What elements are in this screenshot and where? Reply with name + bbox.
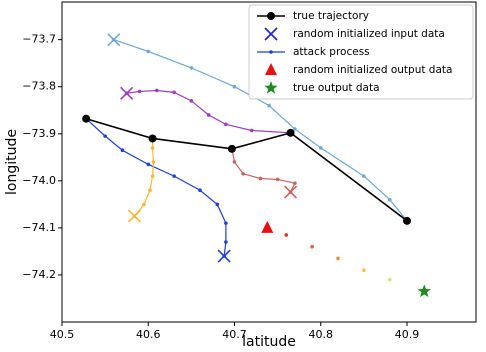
attack-path-point [387, 197, 392, 202]
attack-path-point [241, 171, 245, 176]
attack-path-point [198, 188, 202, 193]
attack-path-point [336, 256, 340, 261]
attack-path-point [150, 146, 155, 150]
attack-path-point [232, 160, 237, 164]
attack-path-point [293, 181, 297, 185]
attack-path-point [189, 99, 194, 103]
attack-path-point [310, 244, 314, 249]
attack-path-point [206, 113, 211, 117]
x-tick-label: 40.6 [136, 328, 161, 341]
line-circle-marker [148, 134, 157, 143]
legend: true trajectory random initialized input … [248, 4, 474, 100]
trajectory-line [85, 117, 408, 222]
attack-path-point [293, 127, 297, 131]
attack-path-line [113, 39, 408, 222]
plot-frame [61, 1, 477, 323]
legend-marker [269, 50, 273, 54]
attack-path-point [151, 160, 156, 164]
legend-marker [264, 27, 278, 41]
attack-path-point [155, 88, 159, 93]
attack-path-point [137, 89, 142, 94]
attack-path-point [249, 128, 254, 133]
legend-label: true trajectory [293, 10, 369, 22]
cross-marker [127, 209, 142, 223]
cross-marker [107, 33, 121, 47]
line-circle-marker [286, 128, 295, 137]
star-marker [417, 284, 431, 298]
triangle-marker [261, 220, 274, 233]
attack-path-point [120, 148, 125, 153]
attack-path-point [224, 122, 228, 127]
attack-path-point [150, 174, 155, 178]
legend-label: random initialized input data [293, 28, 445, 40]
attack-path-point [267, 103, 271, 108]
cross-marker [283, 185, 298, 199]
attack-path-point [284, 233, 289, 237]
x-tick-label: 40.5 [50, 328, 75, 341]
attack-path-point [189, 66, 194, 70]
line-circle-marker [82, 114, 91, 123]
x-tick-label: 40.9 [395, 328, 420, 341]
attack-path-point [172, 90, 176, 95]
attack-path-point [387, 277, 392, 282]
x-tick-label: 40.7 [222, 328, 247, 341]
legend-label: attack process [293, 46, 370, 58]
attack-path-line [85, 118, 227, 257]
cross-marker [120, 86, 134, 100]
attack-path-point [146, 162, 151, 167]
x-tick-label: 40.8 [309, 328, 334, 341]
legend-label: random initialized output data [293, 64, 452, 76]
line-circle-marker [403, 216, 411, 225]
attack-path-point [362, 268, 366, 273]
x-axis-label: latitude [242, 334, 296, 350]
attack-path-point [146, 49, 151, 54]
y-axis-label: longitude [4, 129, 20, 195]
y-tick-label: −74.0 [22, 174, 56, 187]
y-tick-label: −73.9 [22, 127, 56, 140]
attack-path-line [231, 148, 296, 193]
y-tick-label: −74.1 [22, 221, 56, 234]
legend-marker [264, 81, 278, 94]
attack-path-point [103, 134, 107, 138]
legend-marker [265, 63, 277, 75]
attack-path-point [275, 177, 280, 182]
attack-path-point [258, 176, 263, 181]
y-tick-label: −73.8 [22, 80, 56, 93]
attack-path-point [232, 84, 237, 89]
attack-path-point [362, 174, 366, 178]
attack-path-point [172, 174, 176, 178]
attack-path-point [142, 202, 146, 207]
attack-path-point [215, 202, 220, 207]
cross-marker [217, 249, 231, 263]
attack-path-point [318, 146, 323, 150]
legend-box [248, 4, 474, 100]
line-circle-marker [227, 144, 236, 153]
attack-path-point [148, 188, 152, 193]
y-tick-label: −74.2 [22, 268, 56, 281]
y-tick-label: −73.7 [22, 33, 56, 46]
legend-label: true output data [293, 82, 380, 94]
legend-marker [267, 12, 275, 20]
attack-path-point [224, 240, 228, 244]
attack-path-point [224, 221, 228, 225]
